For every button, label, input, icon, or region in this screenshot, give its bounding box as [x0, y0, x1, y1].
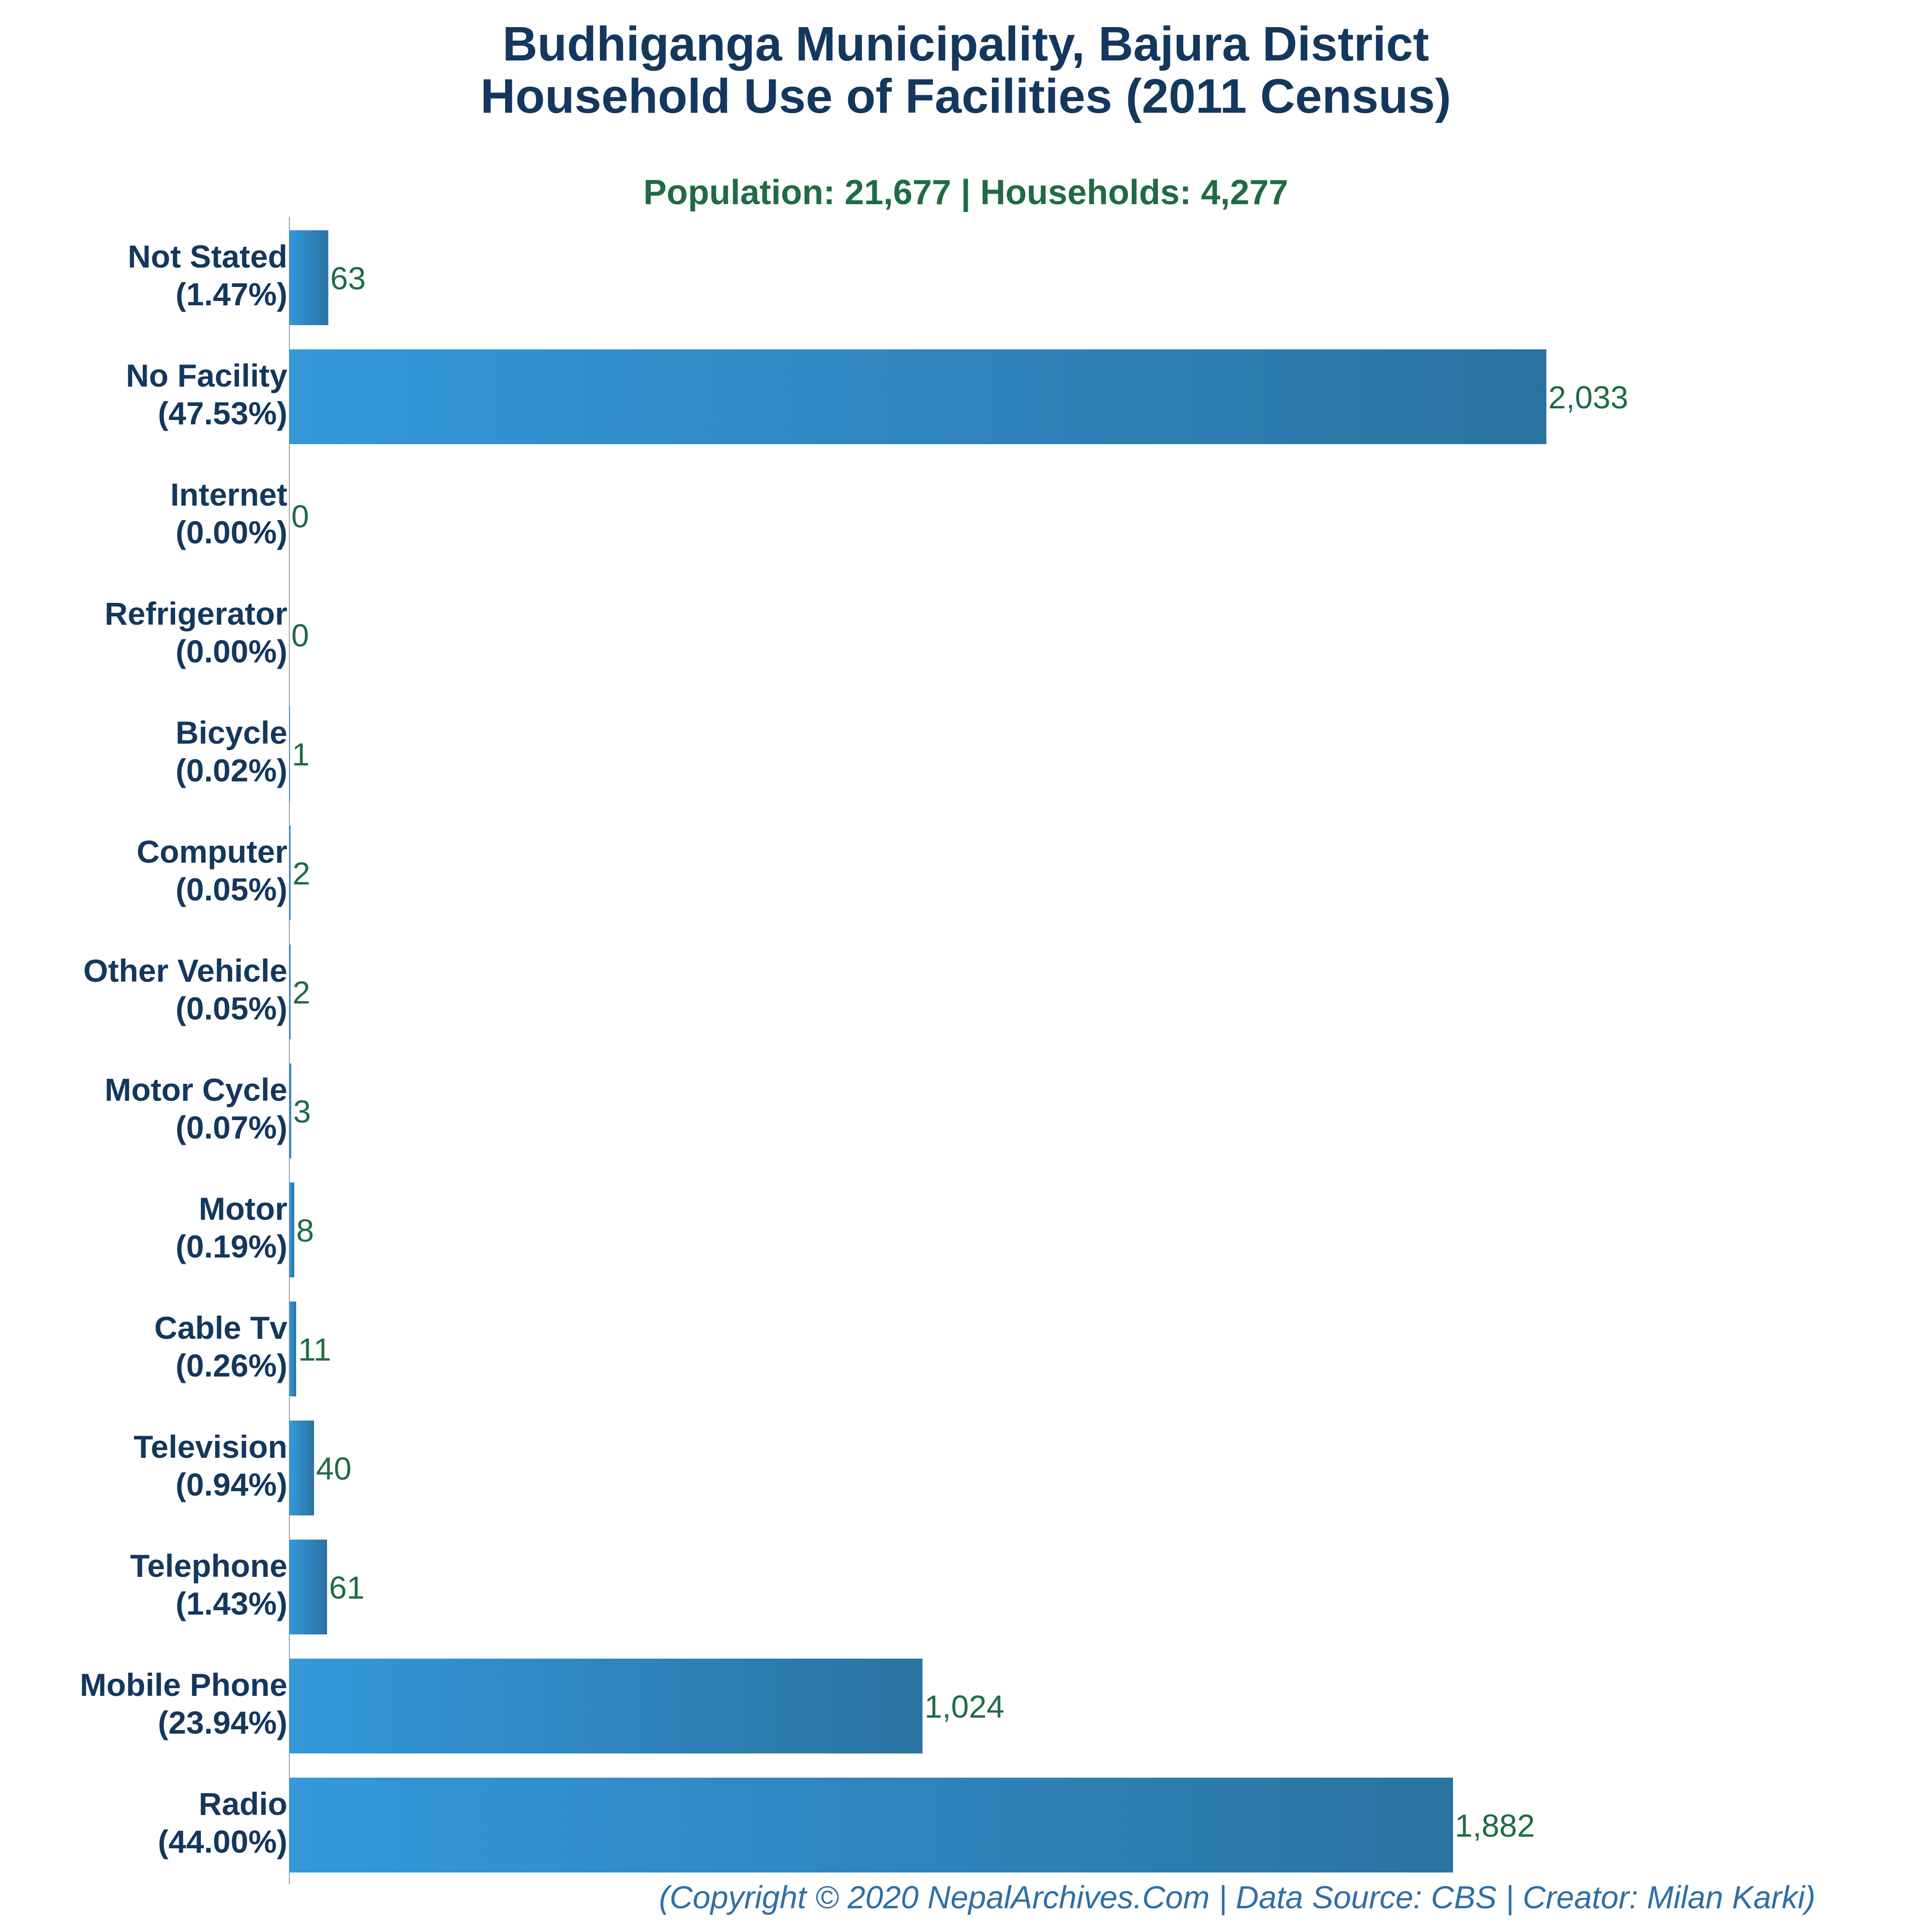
bar-cable-tv	[289, 1302, 297, 1396]
bar-motor	[289, 1183, 295, 1277]
value-label-telephone: 61	[329, 1570, 364, 1605]
category-label-no-facility: No Facility	[126, 358, 287, 393]
value-label-bicycle: 1	[292, 736, 310, 772]
bar-radio	[289, 1778, 1453, 1872]
value-label-refrigerator: 0	[291, 617, 309, 653]
value-label-motor-cycle: 3	[293, 1093, 311, 1129]
category-percent-motor: (0.19%)	[176, 1228, 287, 1264]
bar-computer	[289, 825, 291, 920]
value-label-computer: 2	[293, 855, 311, 891]
bar-bicycle	[289, 706, 290, 801]
bars-group: Not Stated(1.47%) 63 No Facility(47.53%) 2,…	[80, 230, 1628, 1872]
category-percent-other-vehicle: (0.05%)	[176, 990, 287, 1026]
value-label-mobile-phone: 1,024	[925, 1689, 1004, 1724]
bar-no-facility	[289, 349, 1546, 444]
category-percent-computer: (0.05%)	[176, 871, 287, 907]
category-percent-television: (0.94%)	[176, 1467, 287, 1502]
value-label-radio: 1,882	[1455, 1808, 1535, 1843]
category-label-other-vehicle: Other Vehicle	[83, 953, 287, 988]
category-percent-cable-tv: (0.26%)	[176, 1348, 287, 1383]
chart-subtitle: Population: 21,677 | Households: 4,277	[644, 173, 1288, 212]
category-label-telephone: Telephone	[130, 1548, 287, 1584]
category-label-television: Television	[134, 1429, 287, 1465]
value-label-internet: 0	[291, 498, 309, 534]
category-percent-mobile-phone: (23.94%)	[158, 1705, 287, 1740]
category-label-refrigerator: Refrigerator	[105, 596, 287, 631]
footer-credit: (Copyright © 2020 NepalArchives.Com | Da…	[659, 1879, 1815, 1916]
chart-title-line-1: Budhiganga Municipality, Bajura District	[502, 17, 1429, 71]
category-label-computer: Computer	[136, 834, 287, 869]
bar-motor-cycle	[289, 1063, 291, 1158]
category-percent-radio: (44.00%)	[158, 1824, 287, 1859]
category-percent-motor-cycle: (0.07%)	[176, 1109, 287, 1145]
value-label-other-vehicle: 2	[293, 974, 311, 1010]
value-label-no-facility: 2,033	[1548, 379, 1628, 415]
bar-mobile-phone	[289, 1659, 923, 1753]
value-label-television: 40	[316, 1451, 351, 1486]
category-label-bicycle: Bicycle	[176, 715, 287, 750]
bar-television	[289, 1421, 315, 1515]
category-label-motor: Motor	[199, 1191, 287, 1227]
category-percent-no-facility: (47.53%)	[158, 395, 287, 431]
category-label-radio: Radio	[199, 1786, 287, 1822]
category-percent-not-stated: (1.47%)	[176, 276, 287, 312]
bar-telephone	[289, 1540, 327, 1634]
category-percent-refrigerator: (0.00%)	[176, 633, 287, 669]
category-label-not-stated: Not Stated	[128, 239, 287, 274]
category-percent-bicycle: (0.02%)	[176, 752, 287, 788]
bar-not-stated	[289, 230, 329, 325]
category-label-cable-tv: Cable Tv	[154, 1310, 287, 1346]
category-percent-telephone: (1.43%)	[176, 1586, 287, 1621]
value-label-motor: 8	[296, 1213, 314, 1248]
category-label-mobile-phone: Mobile Phone	[80, 1667, 287, 1703]
value-label-cable-tv: 11	[298, 1332, 331, 1367]
value-label-not-stated: 63	[330, 260, 366, 296]
bar-other-vehicle	[289, 944, 291, 1039]
category-percent-internet: (0.00%)	[176, 514, 287, 550]
chart-title-line-2: Household Use of Facilities (2011 Census…	[480, 69, 1451, 123]
category-label-motor-cycle: Motor Cycle	[105, 1072, 287, 1108]
category-label-internet: Internet	[170, 477, 287, 512]
